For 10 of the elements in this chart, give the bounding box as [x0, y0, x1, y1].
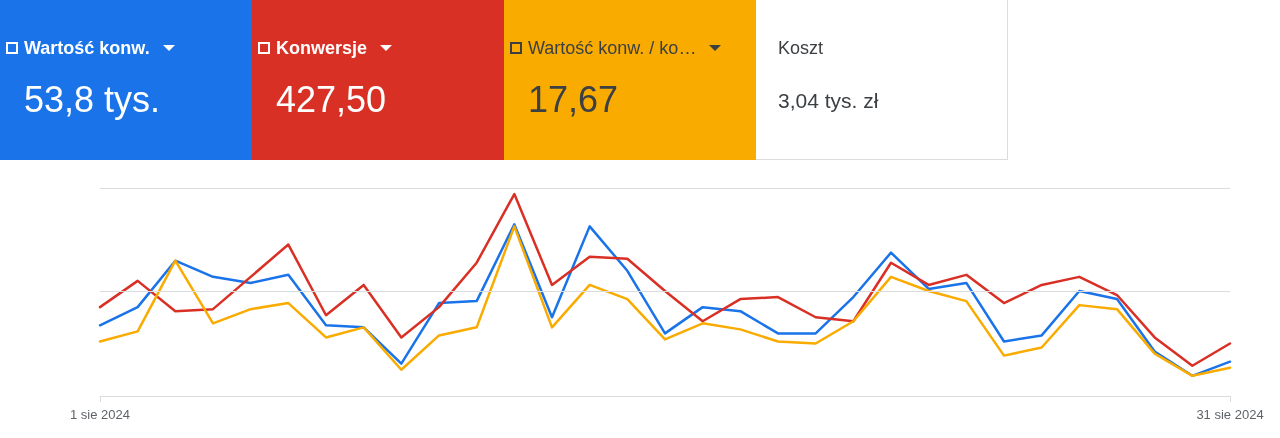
x-tick-label: 31 sie 2024 — [1196, 407, 1264, 422]
text: 53,8 tys. — [24, 79, 162, 120]
legend-label: Wartość konw. — [24, 37, 150, 59]
text: 17,67 — [528, 79, 620, 120]
text: 427,50 — [276, 79, 388, 120]
text: Koszt — [778, 37, 825, 59]
legend-label: Konwersje — [276, 37, 368, 59]
legend-label: Wartość konw. / ko… — [528, 37, 697, 59]
text: 3,04 tys. zł — [778, 89, 880, 113]
x-tick-label: 1 sie 2024 — [70, 407, 130, 422]
